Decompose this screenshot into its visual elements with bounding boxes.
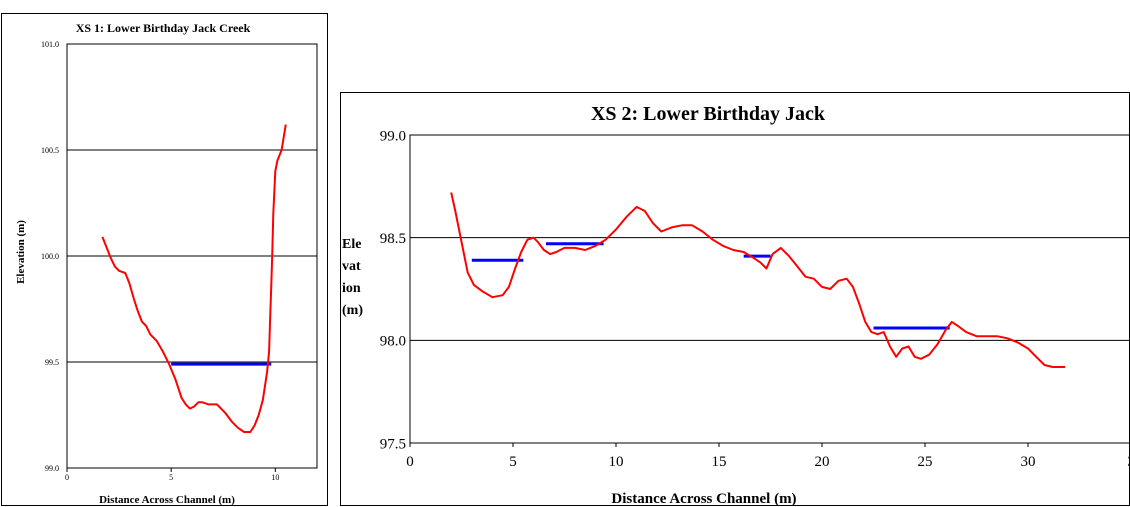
xs2-x-axis-label: Distance Across Channel (m) <box>611 491 796 507</box>
xs1-x-tick-label: 0 <box>65 473 69 482</box>
xs1-chart-panel: XS 1: Lower Birthday Jack Creek 99.0 99.5… <box>1 13 328 506</box>
xs2-x-tick-label: 5 <box>509 454 517 470</box>
xs2-y-tick-label: 97.5 <box>380 436 406 452</box>
xs2-y-tick-label: 98.5 <box>380 231 406 247</box>
xs1-x-tick-labels: 0 5 10 <box>65 468 279 482</box>
xs2-x-tick-label: 15 <box>712 454 727 470</box>
xs2-x-tick-label: 10 <box>609 454 624 470</box>
xs1-y-tick-label: 100.0 <box>41 252 59 261</box>
xs1-y-axis-label: Elevation (m) <box>15 220 27 284</box>
xs2-x-tick-label: 25 <box>918 454 933 470</box>
xs2-channel-profile-line <box>450 192 1066 368</box>
xs1-plot-frame <box>66 43 318 469</box>
xs2-x-tick-label: 30 <box>1021 454 1036 470</box>
xs2-y-axis-label-line: Ele <box>342 237 361 252</box>
xs2-chart-title: XS 2: Lower Birthday Jack <box>591 103 826 125</box>
xs2-water-lines <box>471 242 950 330</box>
xs1-x-tick-label: 5 <box>169 473 173 482</box>
xs2-y-axis-label: Ele vat ion (m) <box>342 237 365 318</box>
xs2-x-tick-labels: 0 5 10 15 20 25 30 3 <box>406 443 1130 470</box>
xs1-x-axis-label: Distance Across Channel (m) <box>99 494 235 506</box>
xs2-y-axis-label-line: ion <box>342 281 361 296</box>
xs2-y-axis-label-line: vat <box>342 259 361 274</box>
xs1-y-tick-label: 99.0 <box>45 464 59 473</box>
xs1-y-tick-label: 100.5 <box>41 146 59 155</box>
xs1-chart: XS 1: Lower Birthday Jack Creek 99.0 99.5… <box>15 21 318 506</box>
xs2-gridlines <box>410 237 1130 341</box>
xs2-plot-frame <box>409 134 1130 444</box>
xs2-y-axis-label-line: (m) <box>342 303 363 318</box>
xs2-y-tick-labels: 97.5 98.0 98.5 99.0 <box>380 128 406 452</box>
xs1-y-tick-labels: 99.0 99.5 100.0 100.5 101.0 <box>41 40 59 473</box>
xs1-chart-title: XS 1: Lower Birthday Jack Creek <box>76 21 251 35</box>
xs2-x-tick-label: 3 <box>1127 454 1130 470</box>
xs1-profile-series <box>101 124 287 433</box>
xs2-x-tick-label: 0 <box>406 454 414 470</box>
xs2-chart-panel: XS 2: Lower Birthday Jack 97.5 98.0 98.5 99… <box>340 92 1130 507</box>
xs2-x-tick-label: 20 <box>815 454 830 470</box>
xs2-chart: XS 2: Lower Birthday Jack 97.5 98.0 98.5 99… <box>342 103 1130 507</box>
xs1-x-tick-label: 10 <box>271 473 279 482</box>
xs1-y-tick-label: 101.0 <box>41 40 59 49</box>
xs2-profile-series <box>450 192 1066 368</box>
xs1-gridlines <box>67 149 317 363</box>
xs2-y-tick-label: 99.0 <box>380 128 406 144</box>
xs1-y-tick-label: 99.5 <box>45 358 59 367</box>
xs1-channel-profile-line <box>101 124 287 433</box>
xs2-y-tick-label: 98.0 <box>380 334 406 350</box>
